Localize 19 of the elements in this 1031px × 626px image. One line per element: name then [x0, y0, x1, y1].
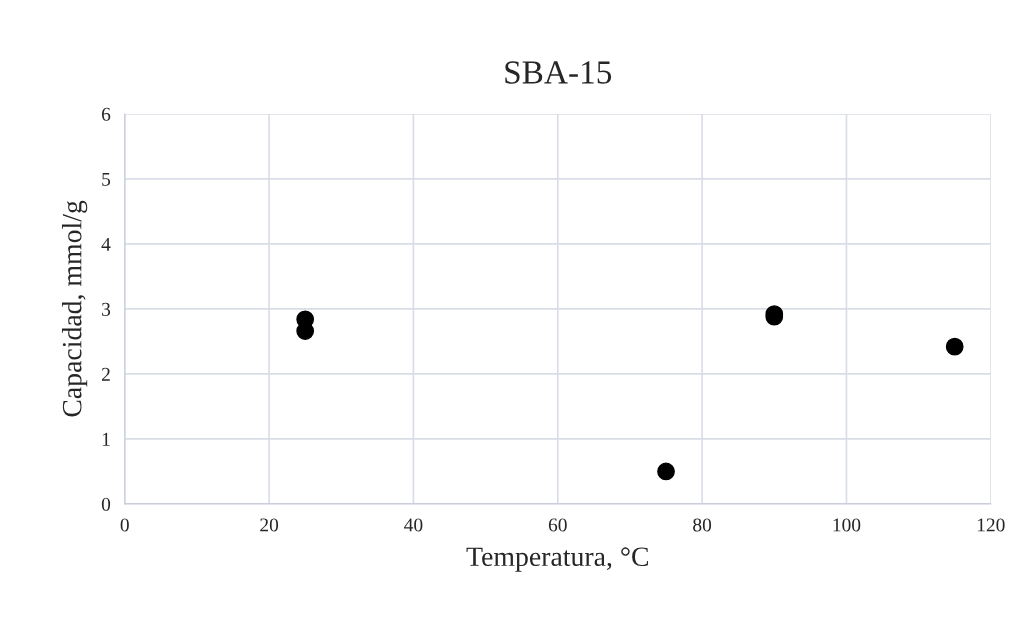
chart-title: SBA-15 — [505, 61, 612, 84]
point — [657, 462, 675, 481]
x-tick-label: 120 — [977, 518, 1005, 532]
y-axis-title: Capacidad, mmol/g — [61, 200, 88, 417]
x-tick-label: 80 — [693, 518, 712, 532]
y-tick-label: 4 — [101, 237, 111, 251]
y-tick-label: 1 — [102, 432, 110, 446]
y-tick-label: 0 — [101, 497, 111, 511]
y-tick-label: 5 — [102, 172, 111, 186]
x-tick-label: 100 — [833, 518, 861, 532]
y-tick-label: 2 — [101, 367, 110, 381]
x-tick-label: 0 — [120, 518, 129, 532]
y-tick-label: 3 — [102, 302, 111, 316]
x-tick-label: 40 — [404, 518, 423, 532]
y-tick-label: 6 — [101, 107, 111, 121]
x-axis-title: Temperatura, °C — [466, 547, 648, 572]
point — [945, 337, 964, 356]
x-tick-label: 20 — [260, 518, 279, 532]
x-tick-label: 60 — [548, 518, 567, 532]
